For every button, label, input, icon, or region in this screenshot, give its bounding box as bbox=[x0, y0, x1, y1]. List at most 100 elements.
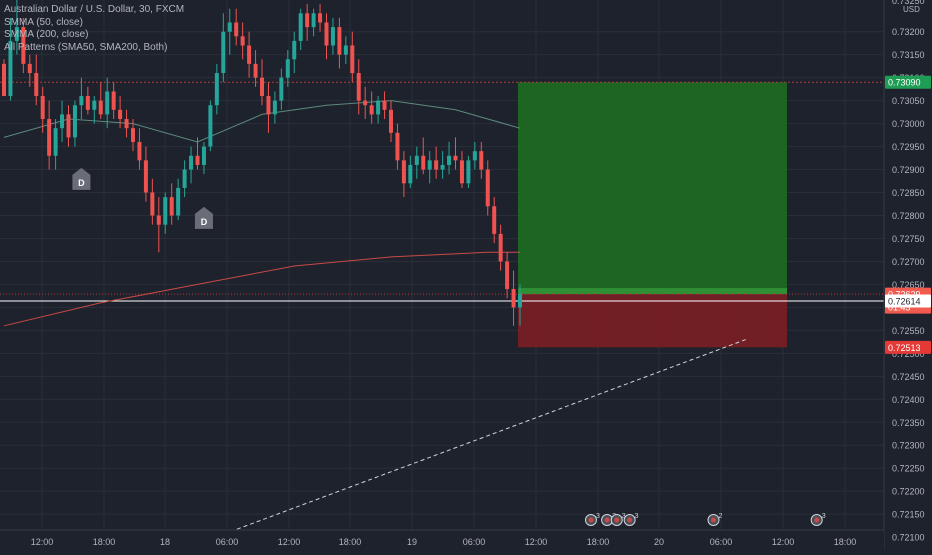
time-axis-tick: 06:00 bbox=[216, 537, 239, 547]
stop-price-label-bg bbox=[885, 340, 931, 354]
candle-body bbox=[253, 63, 258, 78]
candle-body bbox=[195, 155, 200, 165]
candle-body bbox=[124, 119, 129, 129]
price-axis-tick: 0.72350 bbox=[892, 418, 925, 428]
chart-legend: Australian Dollar / U.S. Dollar, 30, FXC… bbox=[4, 4, 184, 54]
candle-body bbox=[511, 289, 516, 308]
time-axis-tick: 12:00 bbox=[278, 537, 301, 547]
candle-body bbox=[466, 160, 471, 184]
candle-body bbox=[53, 128, 58, 156]
countdown-label-text: 01:43 bbox=[888, 303, 911, 313]
price-axis-tick: 0.72750 bbox=[892, 234, 925, 244]
candle-body bbox=[208, 105, 213, 147]
candle-body bbox=[105, 91, 110, 115]
candle-body bbox=[98, 100, 103, 115]
time-axis-tick: 12:00 bbox=[31, 537, 54, 547]
candle-body bbox=[21, 27, 26, 64]
symbol-title[interactable]: Australian Dollar / U.S. Dollar, 30, FXC… bbox=[4, 4, 185, 15]
candle-body bbox=[395, 132, 400, 161]
indicator-smma200-label[interactable]: SMMA (200, close) bbox=[4, 29, 89, 40]
candle-body bbox=[498, 233, 503, 262]
candle-body bbox=[27, 63, 32, 74]
candle-body bbox=[356, 73, 361, 101]
candle-body bbox=[318, 13, 323, 23]
indicator-smma50-label[interactable]: SMMA (50, close) bbox=[4, 16, 83, 28]
price-axis-tick: 0.72100 bbox=[892, 533, 925, 543]
candle-body bbox=[85, 96, 90, 110]
candle-body bbox=[266, 96, 271, 115]
time-axis-background bbox=[0, 530, 884, 550]
candle-body bbox=[176, 187, 181, 216]
pattern-marker bbox=[72, 167, 91, 190]
economic-event-icon: 3 bbox=[623, 513, 639, 526]
event-flag-dot bbox=[588, 517, 594, 523]
event-flag-dot bbox=[814, 517, 820, 523]
price-axis-tick: 0.72900 bbox=[892, 165, 925, 175]
candle-body bbox=[427, 160, 432, 170]
candle-body bbox=[459, 160, 464, 184]
event-count: 3 bbox=[822, 513, 826, 520]
candle-body bbox=[285, 59, 290, 78]
pattern-marker-label: D bbox=[201, 217, 208, 227]
candle-body bbox=[40, 96, 45, 120]
price-axis-tick: 0.73050 bbox=[892, 96, 925, 106]
candle-body bbox=[389, 109, 393, 133]
candle-body bbox=[156, 215, 161, 225]
candle-body bbox=[163, 197, 168, 225]
candle-body bbox=[408, 164, 413, 184]
position-target-zone bbox=[518, 82, 787, 295]
trend-line bbox=[190, 339, 746, 547]
time-axis-tick: 18:00 bbox=[834, 537, 857, 547]
event-count: 3 bbox=[622, 513, 626, 520]
economic-event-icon: 3 bbox=[584, 513, 600, 526]
candle-body bbox=[131, 128, 135, 142]
current-price-label: 0.72614 bbox=[885, 294, 931, 308]
event-count: 2 bbox=[719, 513, 723, 520]
currency-label: USD bbox=[903, 5, 920, 14]
price-axis-background bbox=[884, 0, 932, 550]
candle-body bbox=[492, 206, 497, 234]
candle-body bbox=[260, 77, 264, 97]
price-axis-tick: 0.72550 bbox=[892, 326, 925, 336]
price-axis-tick: 0.72800 bbox=[892, 211, 925, 221]
candle-body bbox=[369, 105, 374, 115]
candle-body bbox=[214, 73, 219, 106]
candle-body bbox=[330, 27, 335, 46]
price-axis-tick: 0.73250 bbox=[892, 0, 925, 6]
economic-event-icon: 3 bbox=[610, 513, 626, 526]
time-axis-tick: 19 bbox=[407, 537, 417, 547]
candle-body bbox=[47, 119, 52, 156]
candle-body bbox=[150, 192, 155, 216]
price-axis-tick: 0.72200 bbox=[892, 487, 925, 497]
candle-body bbox=[414, 155, 419, 165]
price-axis-tick: 0.72300 bbox=[892, 441, 925, 451]
price-axis-tick: 0.72850 bbox=[892, 188, 925, 198]
event-count: 3 bbox=[635, 513, 639, 520]
candle-body bbox=[111, 91, 116, 110]
candle-body bbox=[324, 22, 329, 46]
candle-body bbox=[221, 31, 226, 74]
candle-body bbox=[421, 155, 426, 170]
price-axis-tick: 0.72400 bbox=[892, 395, 925, 405]
candle-body bbox=[143, 160, 148, 193]
price-axis-tick: 0.73150 bbox=[892, 50, 925, 60]
candle-body bbox=[240, 36, 245, 46]
event-flag-dot bbox=[614, 517, 620, 523]
event-flag-dot bbox=[604, 517, 610, 523]
indicator-patterns-label[interactable]: All Patterns (SMA50, SMA200, Both) bbox=[4, 41, 168, 53]
position-stop-zone bbox=[518, 294, 787, 348]
time-axis-tick: 06:00 bbox=[710, 537, 733, 547]
price-axis-tick: 0.72250 bbox=[892, 464, 925, 474]
smma50-line bbox=[3, 100, 521, 143]
candle-body bbox=[182, 169, 187, 188]
candle-body bbox=[401, 160, 406, 184]
time-axis-tick: 20 bbox=[654, 537, 664, 547]
candle-body bbox=[227, 22, 232, 32]
candle-body bbox=[247, 45, 252, 64]
candle-body bbox=[337, 27, 342, 55]
candle-body bbox=[60, 114, 65, 129]
candle-body bbox=[8, 40, 13, 97]
stop-price-label: 0.72513 bbox=[885, 340, 931, 354]
